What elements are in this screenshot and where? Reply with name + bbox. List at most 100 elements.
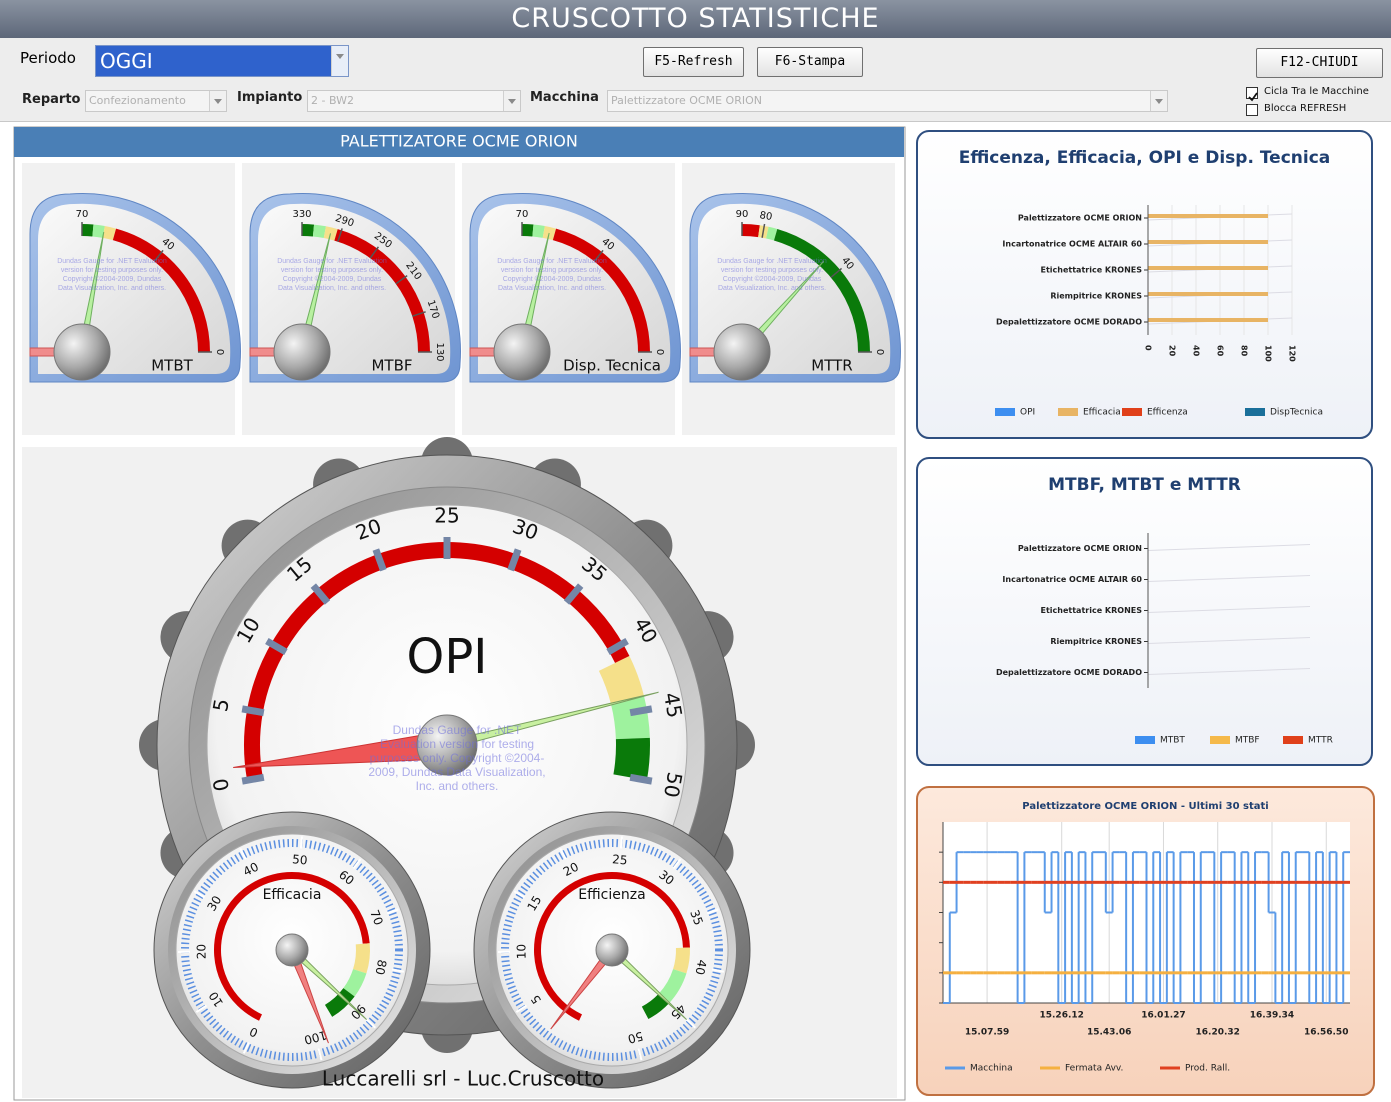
gauge-tick-label: 20 [194,944,208,960]
x-tick-label: 16.20.32 [1196,1028,1240,1038]
needle-hub [494,324,550,380]
gauge-tick-label: 40 [693,958,710,976]
legend-label: Macchina [970,1064,1013,1074]
legend-label: Efficacia [1083,408,1121,418]
cycle-checkbox[interactable] [1246,87,1258,99]
y-tick-label: Palettizzatore OCME ORION [1018,544,1142,553]
gauge-band [630,739,633,778]
gauge-band [360,944,363,971]
lock-label: Blocca REFRESH [1264,103,1346,114]
gauge-band [767,233,775,235]
gauge-tick-label: 0 [654,349,665,355]
legend-swatch [1210,736,1230,744]
gauge-tick-label: 45 [659,691,687,720]
legend-label: Fermata Avv. [1065,1064,1123,1074]
gauge-band [302,230,313,231]
impianto-select[interactable]: 2 - BW2 [307,90,521,112]
reparto-value: Confezionamento [89,94,186,107]
x-tick-label: 100 [1264,345,1273,362]
lock-checkbox[interactable] [1246,104,1258,116]
gauge-band [93,230,104,231]
gauge-tick [630,777,652,781]
gauge-band [533,230,544,231]
y-tick-label: Depalettizzatore OCME DORADO [996,318,1142,327]
impianto-value: 2 - BW2 [311,94,354,107]
gauge-band [614,663,627,700]
title-bar: CRUSCOTTO STATISTICHE [0,0,1391,38]
y-tick-label: Depalettizzatore OCME DORADO [996,668,1142,677]
dashboard-canvas: PALETTIZATORE OCME ORION 70400MTBT330290… [0,0,1391,1102]
x-tick-label: 16.56.50 [1304,1028,1348,1038]
gauge-tick-label: 70 [76,209,89,220]
x-tick-label: 15.43.06 [1087,1028,1131,1038]
dropdown-arrow[interactable] [209,91,226,111]
bar [1148,266,1268,270]
chart-title: MTBF, MTBT e MTTR [1048,475,1241,495]
chart-panel [917,131,1372,438]
macchina-label: Macchina [530,90,599,105]
macchina-select[interactable]: Palettizzatore OCME ORION [607,90,1168,112]
y-tick-label: Riempitrice KRONES [1050,637,1142,646]
gauge-tick-label: 50 [659,770,687,799]
needle-hub [54,324,110,380]
bar [1148,214,1268,218]
small-gauge-label: MTBF [371,357,412,375]
gauge-tick [630,709,652,713]
period-value: OGGI [100,49,153,73]
sub-gauge-label: Efficacia [263,887,322,903]
footer: Luccarelli srl - Luc.Cruscotto [322,1067,604,1091]
needle-hub [714,324,770,380]
chart-title: Efficenza, Efficacia, OPI e Disp. Tecnic… [959,148,1331,168]
period-select[interactable]: OGGI [95,45,349,77]
x-tick-label: 120 [1288,345,1297,362]
gauge-band [313,231,324,233]
legend-swatch [1122,408,1142,416]
dropdown-arrow[interactable] [331,46,348,76]
bar [1148,318,1268,322]
main-gauge-label: OPI [407,629,488,685]
small-gauge-label: MTBT [151,357,193,375]
y-tick-label: Incartonatrice OCME ALTAIR 60 [1002,240,1142,249]
reparto-select[interactable]: Confezionamento [85,90,227,112]
gauge-tick-label: 90 [736,209,749,220]
legend-label: OPI [1020,408,1035,418]
y-tick-label: Etichettatrice KRONES [1041,606,1143,615]
x-tick-label: 80 [1240,345,1249,357]
y-tick-label: Riempitrice KRONES [1050,292,1142,301]
refresh-button[interactable]: F5-Refresh [643,47,744,77]
dashboard: PALETTIZATORE OCME ORION 70400MTBT330290… [0,0,1391,1102]
bar [1148,292,1268,296]
legend-label: DispTecnica [1270,408,1323,418]
gauge-band [627,700,632,739]
gauge-tick-label: 330 [292,209,311,220]
reparto-label: Reparto [22,92,80,107]
gauge-tick-label: 0 [214,349,225,355]
chart-panel [917,458,1372,765]
gauge-band [104,232,115,234]
gauge-tick [621,836,622,848]
gauge-band [742,230,759,231]
y-tick-label: Palettizzatore OCME ORION [1018,214,1142,223]
legend-label: MTBF [1235,736,1260,746]
dropdown-arrow[interactable] [1150,91,1167,111]
small-gauge-label: Disp. Tecnica [563,357,661,375]
x-tick-label: 40 [1192,345,1201,357]
legend-label: Efficenza [1147,408,1188,418]
x-tick-label: 16.39.34 [1250,1011,1294,1021]
impianto-label: Impianto [237,90,302,105]
dropdown-arrow[interactable] [503,91,520,111]
print-button[interactable]: F6-Stampa [757,47,863,77]
gauge-tick-label: 130 [434,342,445,361]
sub-gauge-label: Efficienza [578,887,645,903]
x-tick-label: 16.01.27 [1141,1011,1185,1021]
needle-hub [417,715,477,775]
gauge-tick-label: 80 [759,210,773,223]
x-tick-label: 20 [1168,345,1177,357]
gauge-tick-label: 50 [292,852,308,867]
gauge-tick-label: 10 [514,944,528,960]
y-tick-label: Incartonatrice OCME ALTAIR 60 [1002,575,1142,584]
close-button[interactable]: F12-CHIUDI [1256,48,1383,78]
period-label: Periodo [20,49,76,67]
gauge-tick [242,709,264,713]
machine-title: PALETTIZATORE OCME ORION [340,132,578,151]
